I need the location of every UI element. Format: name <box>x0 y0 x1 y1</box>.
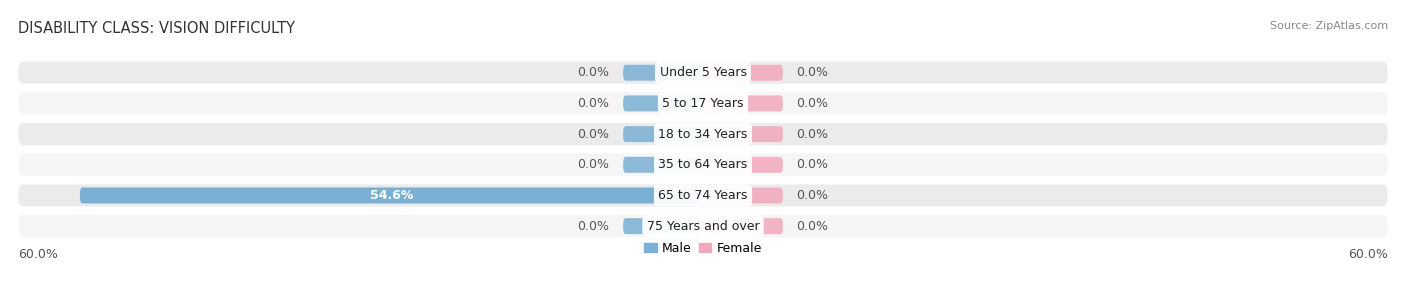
FancyBboxPatch shape <box>623 218 703 234</box>
FancyBboxPatch shape <box>703 157 783 173</box>
FancyBboxPatch shape <box>18 123 1388 145</box>
Text: 0.0%: 0.0% <box>797 158 828 171</box>
Text: 35 to 64 Years: 35 to 64 Years <box>658 158 748 171</box>
Text: 0.0%: 0.0% <box>578 127 609 141</box>
Text: 0.0%: 0.0% <box>578 97 609 110</box>
Text: 0.0%: 0.0% <box>797 66 828 79</box>
Text: 0.0%: 0.0% <box>797 97 828 110</box>
Text: 18 to 34 Years: 18 to 34 Years <box>658 127 748 141</box>
FancyBboxPatch shape <box>18 215 1388 237</box>
Text: 0.0%: 0.0% <box>797 220 828 233</box>
Text: Under 5 Years: Under 5 Years <box>659 66 747 79</box>
FancyBboxPatch shape <box>623 126 703 142</box>
Text: Source: ZipAtlas.com: Source: ZipAtlas.com <box>1270 21 1388 31</box>
Text: 75 Years and over: 75 Years and over <box>647 220 759 233</box>
Text: 0.0%: 0.0% <box>578 220 609 233</box>
Text: DISABILITY CLASS: VISION DIFFICULTY: DISABILITY CLASS: VISION DIFFICULTY <box>18 21 295 36</box>
FancyBboxPatch shape <box>703 126 783 142</box>
FancyBboxPatch shape <box>18 185 1388 206</box>
FancyBboxPatch shape <box>18 62 1388 84</box>
FancyBboxPatch shape <box>80 188 703 203</box>
Text: 65 to 74 Years: 65 to 74 Years <box>658 189 748 202</box>
Text: 60.0%: 60.0% <box>1348 248 1388 261</box>
Text: 0.0%: 0.0% <box>797 127 828 141</box>
Text: 54.6%: 54.6% <box>370 189 413 202</box>
FancyBboxPatch shape <box>703 188 783 203</box>
FancyBboxPatch shape <box>703 65 783 81</box>
Text: 0.0%: 0.0% <box>578 158 609 171</box>
Text: 0.0%: 0.0% <box>797 189 828 202</box>
FancyBboxPatch shape <box>18 92 1388 114</box>
FancyBboxPatch shape <box>623 65 703 81</box>
Legend: Male, Female: Male, Female <box>640 237 766 260</box>
FancyBboxPatch shape <box>703 218 783 234</box>
FancyBboxPatch shape <box>623 95 703 111</box>
FancyBboxPatch shape <box>18 154 1388 176</box>
Text: 5 to 17 Years: 5 to 17 Years <box>662 97 744 110</box>
Text: 60.0%: 60.0% <box>18 248 58 261</box>
FancyBboxPatch shape <box>703 95 783 111</box>
FancyBboxPatch shape <box>623 157 703 173</box>
Text: 0.0%: 0.0% <box>578 66 609 79</box>
